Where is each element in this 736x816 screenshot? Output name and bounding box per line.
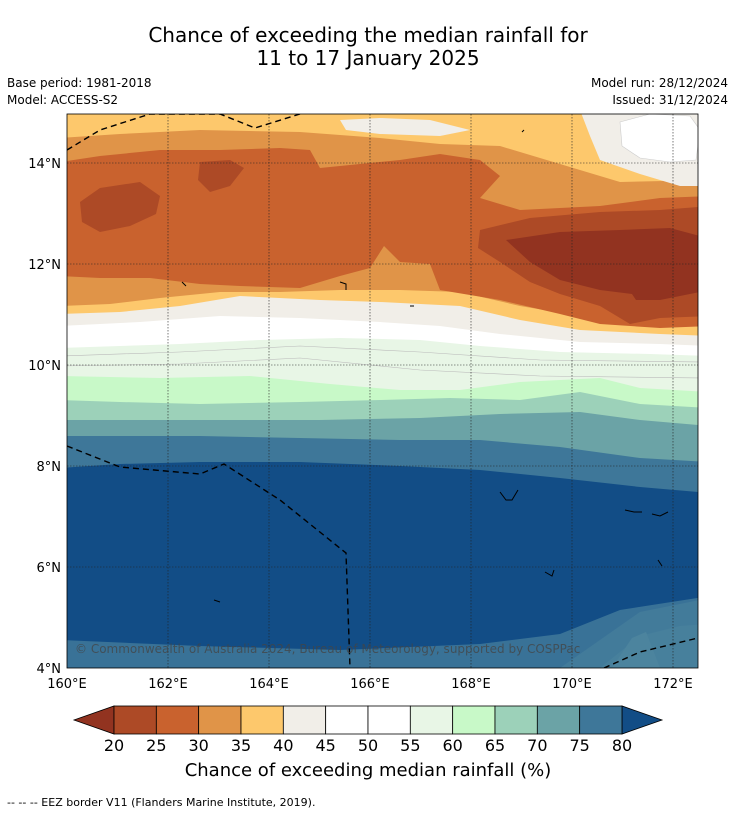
y-tick-label: 6°N xyxy=(37,561,62,576)
eez-border xyxy=(67,114,698,668)
colorbar-level-label: 25 xyxy=(146,736,166,755)
colorbar: 20 25 30 35 40 45 50 55 60 65 70 75 80 xyxy=(72,705,664,755)
colorbar-level-label: 70 xyxy=(527,736,547,755)
model-name: Model: ACCESS-S2 xyxy=(7,93,119,107)
colorbar-segment xyxy=(113,705,157,735)
y-tick-label: 8°N xyxy=(37,460,62,475)
colorbar-segment xyxy=(579,705,623,735)
base-period: Base period: 1981-2018 xyxy=(7,76,152,90)
colorbar-segment xyxy=(240,705,284,735)
gridlines xyxy=(67,114,698,668)
y-tick-label: 10°N xyxy=(28,359,61,374)
colorbar-segment xyxy=(452,705,496,735)
colorbar-level-label: 20 xyxy=(104,736,124,755)
contour-20-25-b xyxy=(198,160,244,192)
colorbar-segment xyxy=(155,705,200,735)
rainfall-contours: © Commonwealth of Australia 2024, Bureau… xyxy=(67,114,698,668)
y-tick-label: 12°N xyxy=(28,258,61,273)
colorbar-level-label: 45 xyxy=(315,736,335,755)
x-tick-label: 166°E xyxy=(350,677,390,692)
contour-lines xyxy=(67,345,698,379)
colorbar-over-arrow xyxy=(621,705,664,735)
colorbar-level-label: 60 xyxy=(442,736,462,755)
colorbar-segment xyxy=(198,705,242,735)
colorbar-level-label: 35 xyxy=(231,736,251,755)
x-tick-label: 160°E xyxy=(47,677,87,692)
colorbar-segment xyxy=(494,705,538,735)
contour-top-white xyxy=(619,114,698,163)
colorbar-level-label: 75 xyxy=(569,736,589,755)
y-tick-label: 14°N xyxy=(28,157,61,172)
x-tick-label: 168°E xyxy=(451,677,491,692)
contour-20-25-a xyxy=(80,182,160,232)
colorbar-level-label: 50 xyxy=(358,736,378,755)
y-axis-ticks: 14°N 12°N 10°N 8°N 6°N 4°N xyxy=(28,157,61,677)
copyright-text: © Commonwealth of Australia 2024, Bureau… xyxy=(75,642,580,656)
x-axis-ticks: 160°E 162°E 164°E 166°E 168°E 170°E 172°… xyxy=(47,677,693,692)
colorbar-level-label: 40 xyxy=(273,736,293,755)
x-tick-label: 162°E xyxy=(148,677,188,692)
colorbar-segment xyxy=(325,705,369,735)
colorbar-level-label: 65 xyxy=(485,736,505,755)
colorbar-level-label: 80 xyxy=(612,736,632,755)
colorbar-level-label: 30 xyxy=(188,736,208,755)
eez-footnote: -- -- -- EEZ border V11 (Flanders Marine… xyxy=(7,796,316,809)
colorbar-segment xyxy=(536,705,581,735)
x-tick-label: 172°E xyxy=(653,677,693,692)
map-title-line1: Chance of exceeding the median rainfall … xyxy=(148,23,588,47)
x-tick-label: 164°E xyxy=(249,677,289,692)
colorbar-title: Chance of exceeding median rainfall (%) xyxy=(184,760,552,781)
colorbar-segment xyxy=(367,705,411,735)
plot-frame xyxy=(66,113,699,669)
contour-top-patch-a xyxy=(340,118,470,136)
model-run: Model run: 28/12/2024 xyxy=(590,76,728,90)
colorbar-segment xyxy=(409,705,454,735)
colorbar-under-arrow xyxy=(72,705,115,735)
map-title-line2: 11 to 17 January 2025 xyxy=(256,46,480,70)
x-tick-label: 170°E xyxy=(552,677,592,692)
contour-bottom-75-80 xyxy=(67,597,698,668)
issued-date: Issued: 31/12/2024 xyxy=(612,93,728,107)
islands xyxy=(181,129,669,603)
colorbar-segment xyxy=(282,705,327,735)
y-tick-label: 4°N xyxy=(37,662,62,677)
colorbar-level-label: 55 xyxy=(400,736,420,755)
